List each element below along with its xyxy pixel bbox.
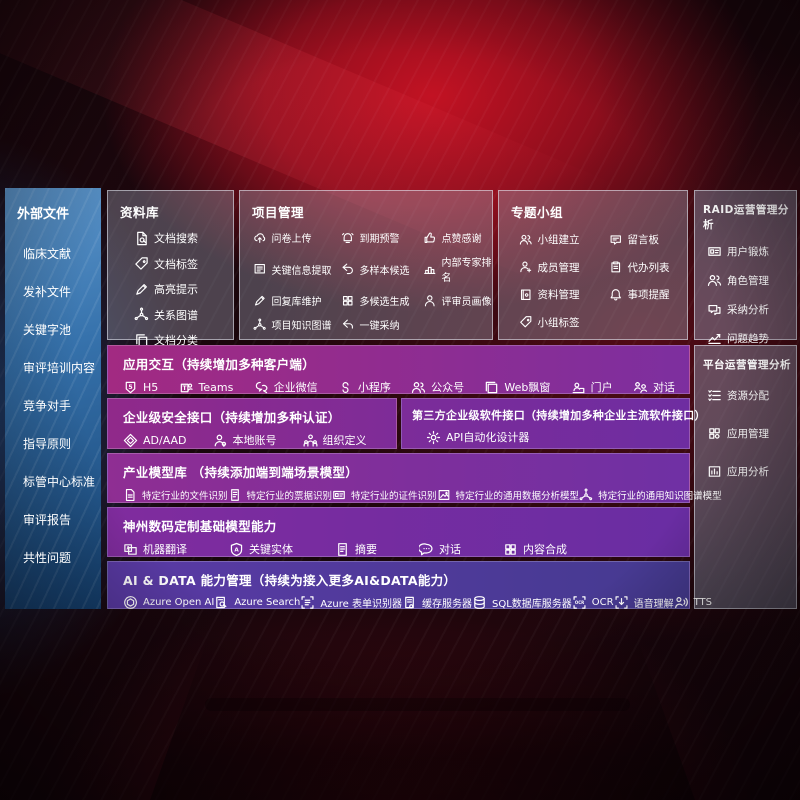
panel-title: 外部文件 [17,207,70,222]
external-file-item: 指导原则 [23,437,72,451]
external-file-item: 审评培训内容 [23,361,96,375]
external-file-item: 竞争对手 [23,399,72,413]
external-file-item: 发补文件 [23,285,72,299]
external-file-item: 共性问题 [23,551,72,565]
external-file-item: 关键字池 [23,323,72,337]
external-files-panel: 外部文件 临床文献发补文件关键字池审评培训内容 竞争对手指导原则标管中心标准 审评报… [5,188,101,609]
external-file-item: 审评报告 [23,513,72,527]
external-files-list: 临床文献发补文件关键字池审评培训内容 竞争对手指导原则标管中心标准 审评报告共性问题 [5,222,101,566]
external-file-item: 标管中心标准 [23,475,96,489]
external-file-item: 临床文献 [23,247,72,261]
